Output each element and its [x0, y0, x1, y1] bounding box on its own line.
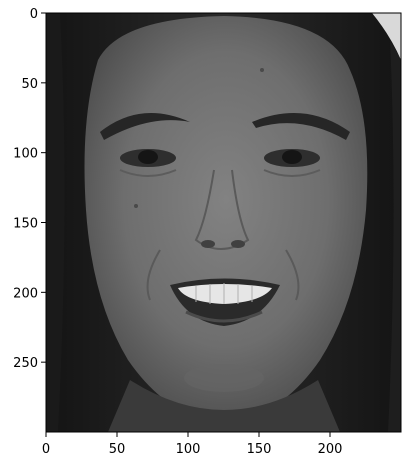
y-axis: 0 50 100 150 200 250 — [13, 7, 46, 371]
x-tick-label: 0 — [42, 442, 50, 457]
y-tick-label: 150 — [13, 217, 38, 232]
x-tick-label: 150 — [247, 442, 272, 457]
x-tick-label: 50 — [109, 442, 126, 457]
y-tick-label: 250 — [13, 356, 38, 371]
y-tick-label: 200 — [13, 286, 38, 301]
x-tick-label: 100 — [176, 442, 201, 457]
x-tick-label: 200 — [318, 442, 343, 457]
x-axis: 0 50 100 150 200 — [42, 432, 343, 457]
y-tick-label: 100 — [13, 147, 38, 162]
y-tick-label: 0 — [30, 7, 38, 22]
face-image — [46, 13, 401, 432]
y-tick-label: 50 — [21, 77, 38, 92]
